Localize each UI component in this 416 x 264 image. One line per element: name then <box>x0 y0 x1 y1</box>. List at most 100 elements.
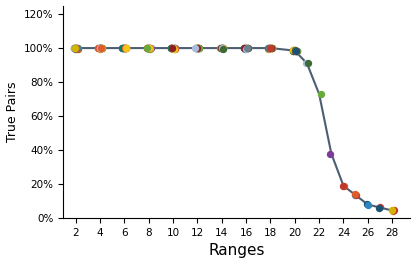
Point <box>376 205 383 209</box>
Point <box>144 46 151 50</box>
Point <box>97 46 103 50</box>
Point <box>72 46 78 50</box>
Point <box>292 49 298 53</box>
Point <box>192 46 199 50</box>
Point <box>97 46 103 50</box>
Point <box>147 46 154 50</box>
Point <box>195 46 202 50</box>
Point <box>168 46 174 50</box>
Point <box>73 46 80 50</box>
Point <box>170 46 177 50</box>
Point <box>327 152 334 156</box>
Point <box>147 46 154 50</box>
Point <box>97 46 104 50</box>
Point <box>169 46 176 51</box>
Point <box>144 46 151 50</box>
Point <box>143 46 150 50</box>
Point <box>267 46 274 50</box>
Point <box>293 49 300 53</box>
Point <box>144 46 150 50</box>
Point <box>220 46 227 50</box>
Point <box>290 48 297 52</box>
Point <box>241 46 248 50</box>
Point <box>376 205 383 210</box>
Point <box>269 46 276 51</box>
Point <box>120 46 127 50</box>
Point <box>122 46 129 50</box>
Point <box>168 46 175 50</box>
Point <box>168 46 174 50</box>
Point <box>365 203 371 207</box>
Point <box>219 46 225 50</box>
Point <box>144 46 150 50</box>
Point <box>243 46 249 50</box>
Point <box>194 46 201 50</box>
Point <box>195 46 201 50</box>
Point <box>121 46 127 50</box>
Point <box>218 46 225 51</box>
Point <box>293 49 300 53</box>
Point <box>245 46 252 51</box>
Point <box>171 46 178 50</box>
Point <box>267 46 273 50</box>
Point <box>73 46 80 50</box>
Point <box>218 46 224 50</box>
Point <box>99 46 105 50</box>
Point <box>122 45 129 50</box>
Point <box>95 46 102 50</box>
Point <box>242 46 249 51</box>
Point <box>220 46 226 50</box>
Point <box>97 46 104 50</box>
Point <box>241 46 248 50</box>
Point <box>146 46 152 50</box>
Point <box>195 46 201 50</box>
Point <box>96 46 103 50</box>
Point <box>267 46 273 50</box>
Point <box>168 46 174 50</box>
Point <box>363 202 370 206</box>
Point <box>168 46 174 50</box>
Point <box>194 46 201 50</box>
Point <box>219 46 225 50</box>
Point <box>122 46 129 50</box>
Point <box>72 46 78 50</box>
Point <box>245 46 251 50</box>
Point <box>122 46 129 50</box>
Point <box>220 46 226 50</box>
Point <box>71 46 78 50</box>
Point <box>220 46 227 50</box>
Point <box>266 46 272 50</box>
Point <box>119 46 126 50</box>
Point <box>352 191 359 196</box>
Point <box>170 45 177 50</box>
Point <box>193 46 200 50</box>
Point <box>196 45 203 50</box>
Point <box>390 209 397 213</box>
Point <box>146 46 153 51</box>
Point <box>220 46 226 50</box>
Point <box>72 46 79 51</box>
Point <box>293 49 300 53</box>
Point <box>193 46 200 50</box>
Point <box>352 193 359 197</box>
Point <box>219 46 226 50</box>
Point <box>196 46 203 50</box>
Point <box>290 49 297 53</box>
Point <box>71 46 78 50</box>
Point <box>195 46 201 50</box>
Point <box>146 46 152 50</box>
Point <box>73 45 79 50</box>
Point <box>121 46 127 50</box>
Point <box>218 46 225 50</box>
Point <box>265 45 272 50</box>
Point <box>269 46 276 50</box>
Point <box>97 46 103 50</box>
Point <box>146 46 153 50</box>
Point <box>268 46 275 50</box>
Point <box>339 184 346 188</box>
Point <box>71 46 78 50</box>
Point <box>98 46 105 51</box>
Point <box>391 208 397 213</box>
Point <box>220 46 227 51</box>
Point <box>72 46 79 50</box>
